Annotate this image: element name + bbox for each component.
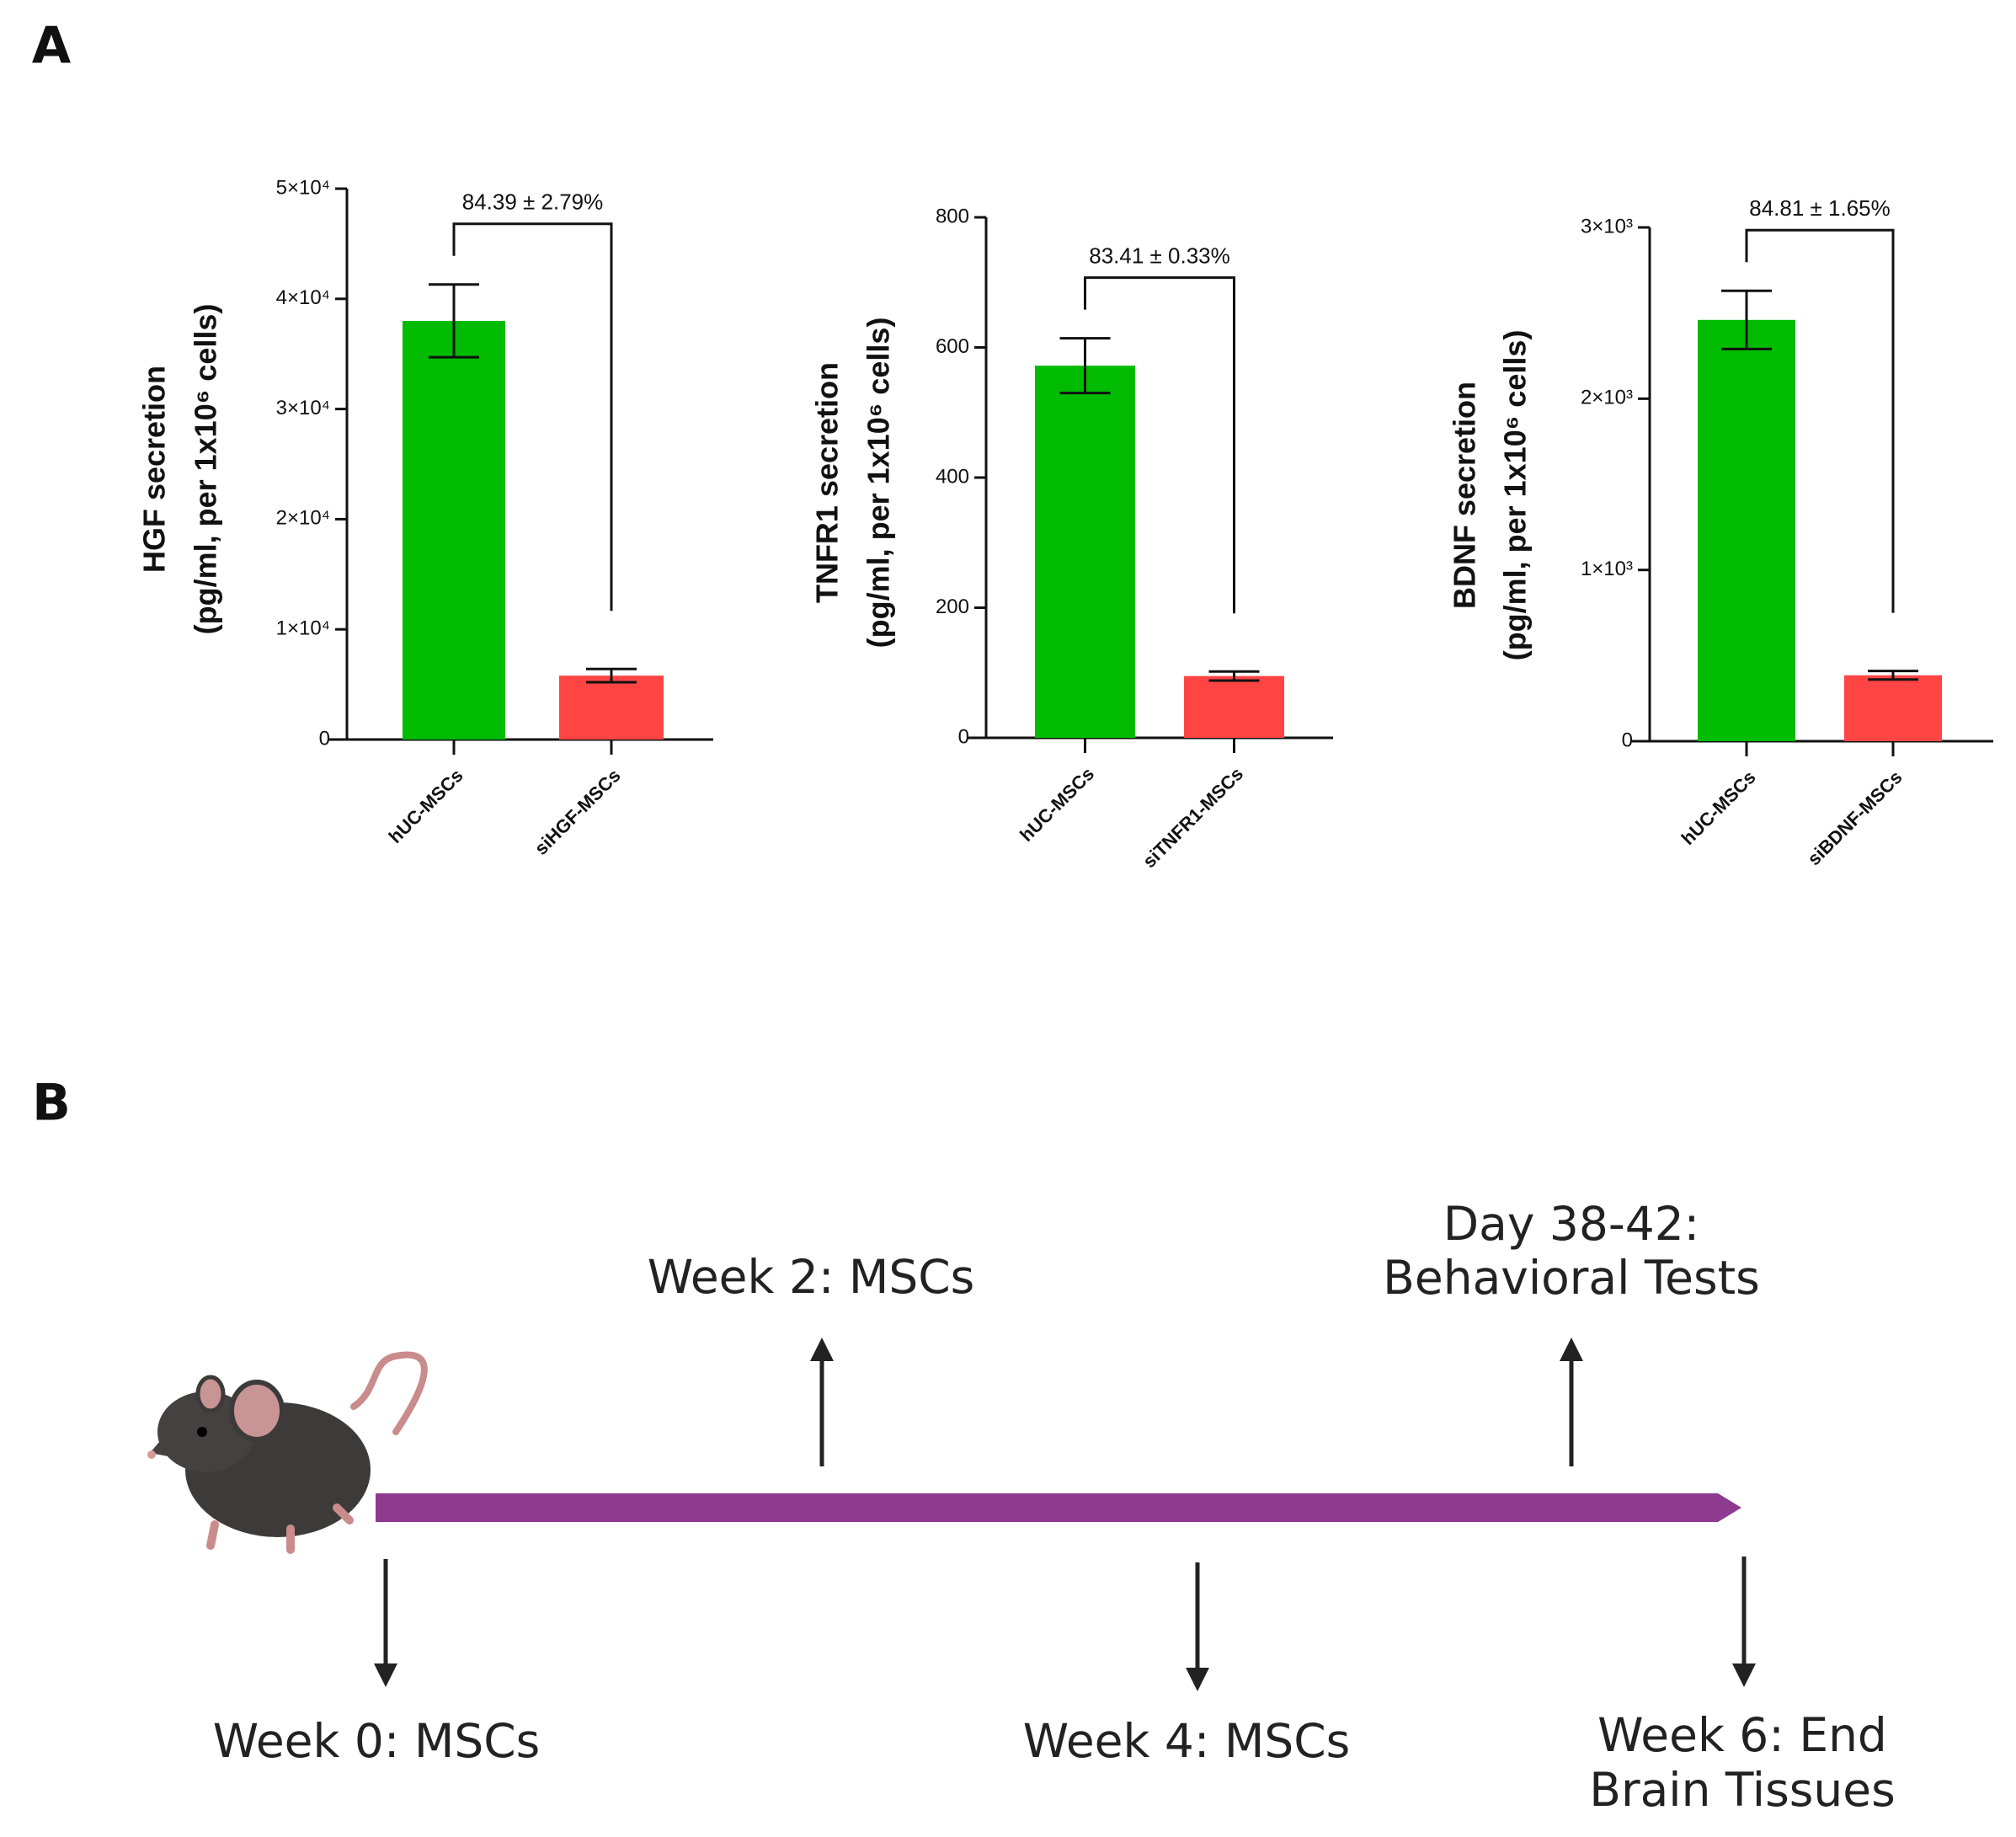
y-axis-label: TNFR1 secretion bbox=[810, 362, 845, 603]
y-tick-label: 2×10⁴ bbox=[276, 507, 330, 530]
y-axis-label: (pg/ml, per 1x10⁶ cells) bbox=[1498, 330, 1533, 661]
event-label: Week 2: MSCs bbox=[648, 1250, 975, 1304]
event-label: Day 38-42: bbox=[1443, 1197, 1699, 1251]
y-axis-label: BDNF secretion bbox=[1448, 382, 1482, 609]
event-label: Week 6: End bbox=[1597, 1708, 1887, 1762]
annotation: 83.41 ± 0.33% bbox=[1089, 243, 1230, 269]
error-bar bbox=[1721, 289, 1772, 350]
x-tick-label: siBDNF-MSCs bbox=[1803, 766, 1906, 869]
y-tick-label: 0 bbox=[319, 727, 330, 750]
y-tick-label: 1×10⁴ bbox=[276, 617, 330, 640]
x-tick-label: hUC-MSCs bbox=[385, 765, 467, 847]
significance-bracket bbox=[1745, 228, 1895, 613]
annotation: 84.81 ± 1.65% bbox=[1749, 195, 1891, 221]
event-arrow-head bbox=[1186, 1668, 1209, 1691]
bar bbox=[1035, 366, 1135, 738]
x-tick-label: hUC-MSCs bbox=[1677, 766, 1760, 849]
y-tick-label: 3×10⁴ bbox=[276, 397, 330, 419]
panel-label: B bbox=[32, 1074, 71, 1133]
event-label: Week 0: MSCs bbox=[213, 1714, 541, 1768]
significance-bracket bbox=[1084, 276, 1235, 614]
panel-label: A bbox=[32, 17, 72, 76]
annotation: 84.39 ± 2.79% bbox=[462, 190, 604, 215]
error-bar bbox=[586, 667, 637, 684]
y-tick-label: 5×10⁴ bbox=[276, 176, 330, 199]
event-label: Behavioral Tests bbox=[1383, 1251, 1760, 1305]
event-arrow-head bbox=[1732, 1663, 1756, 1687]
y-tick-label: 1×10³ bbox=[1581, 558, 1633, 580]
bar bbox=[1184, 676, 1284, 738]
error-bar bbox=[1208, 670, 1260, 682]
error-bar bbox=[1059, 337, 1111, 395]
y-tick-label: 0 bbox=[958, 725, 969, 748]
x-tick-label: siHGF-MSCs bbox=[531, 765, 625, 859]
x-tick-label: hUC-MSCs bbox=[1016, 763, 1098, 846]
error-bar bbox=[429, 283, 479, 359]
bar bbox=[559, 676, 664, 740]
y-tick-label: 400 bbox=[936, 465, 969, 488]
y-tick-label: 2×10³ bbox=[1581, 387, 1633, 409]
error-bar bbox=[1868, 670, 1918, 681]
mouse-icon bbox=[147, 1351, 428, 1554]
bar bbox=[403, 320, 505, 740]
event-label: Brain Tissues bbox=[1589, 1763, 1896, 1817]
bar bbox=[1698, 319, 1795, 741]
bar bbox=[1844, 675, 1942, 741]
y-tick-label: 0 bbox=[1622, 729, 1633, 751]
y-axis-label: (pg/ml, per 1x10⁶ cells) bbox=[189, 304, 223, 635]
y-axis-label: HGF secretion bbox=[137, 366, 172, 573]
y-tick-label: 4×10⁴ bbox=[276, 286, 330, 309]
x-tick-label: siTNFR1-MSCs bbox=[1139, 763, 1247, 872]
event-label: Week 4: MSCs bbox=[1023, 1714, 1351, 1768]
y-tick-label: 600 bbox=[936, 335, 969, 358]
y-tick-label: 200 bbox=[936, 595, 969, 618]
significance-bracket bbox=[452, 222, 613, 611]
event-arrow-head bbox=[1560, 1338, 1583, 1361]
y-tick-label: 3×10³ bbox=[1581, 215, 1633, 238]
event-arrow-head bbox=[810, 1338, 834, 1361]
timeline-arrow bbox=[376, 1493, 1741, 1522]
event-arrow-head bbox=[374, 1663, 397, 1687]
y-tick-label: 800 bbox=[936, 205, 969, 227]
y-axis-label: (pg/ml, per 1x10⁶ cells) bbox=[861, 318, 896, 649]
